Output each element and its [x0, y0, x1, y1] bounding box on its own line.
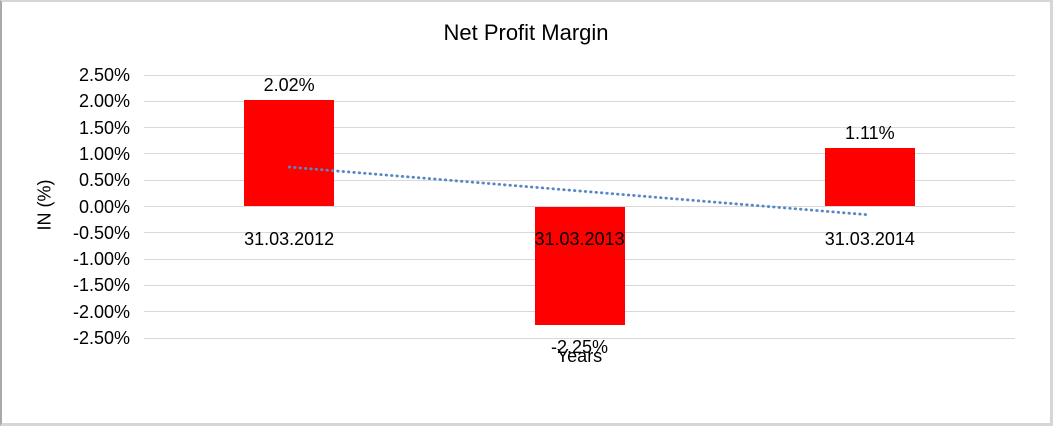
y-tick-label: 0.50%	[78, 170, 130, 191]
y-tick-label: 1.50%	[78, 117, 130, 138]
y-tick-label: -1.50%	[72, 275, 130, 296]
trendline-path	[287, 165, 872, 217]
x-category-label: 31.03.2012	[244, 228, 335, 249]
y-tick-label: 0.00%	[78, 196, 130, 217]
y-tick-label: 2.00%	[78, 91, 130, 112]
x-category-label: 31.03.2014	[824, 228, 915, 249]
y-tick-label: -2.50%	[72, 328, 130, 348]
x-axis-title: Years	[556, 346, 603, 366]
bar-data-label: -2.25%	[550, 336, 609, 357]
gridline	[144, 100, 1015, 102]
gridline	[144, 153, 1015, 155]
gridline	[144, 74, 1015, 76]
y-tick-label: 1.00%	[78, 143, 130, 164]
bar	[824, 148, 915, 207]
bar	[244, 100, 335, 207]
chart-title: Net Profit Margin	[443, 20, 609, 45]
bar-data-label: 2.02%	[263, 75, 315, 96]
y-tick-label: -2.00%	[72, 301, 130, 322]
gridline	[144, 179, 1015, 181]
y-axis-title: IN (%)	[34, 179, 55, 231]
gridline	[144, 127, 1015, 129]
gridline	[144, 337, 1015, 339]
x-category-label: 31.03.2013	[534, 228, 625, 249]
y-tick-label: 2.50%	[78, 65, 130, 85]
y-tick-label: -1.00%	[72, 249, 130, 270]
bar-data-label: 1.11%	[844, 123, 895, 144]
y-tick-label: -0.50%	[72, 222, 130, 243]
bar	[534, 206, 625, 325]
